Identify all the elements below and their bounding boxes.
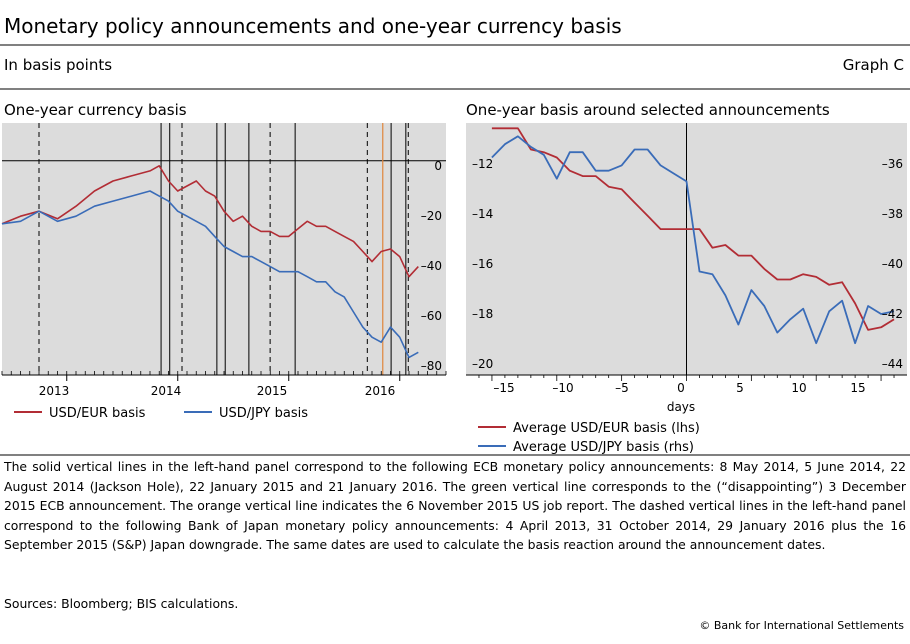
left-chart — [1, 123, 447, 381]
right-y-right-tick: –40 — [882, 257, 903, 271]
left-x-tick: 2013 — [39, 384, 70, 398]
left-x-tick: 2016 — [365, 384, 396, 398]
left-x-tick: 2014 — [151, 384, 182, 398]
page-title: Monetary policy announcements and one-ye… — [4, 14, 622, 38]
left-y-tick: –20 — [421, 209, 442, 223]
right-y-left-tick: –12 — [472, 157, 493, 171]
right-y-right-tick: –38 — [882, 207, 903, 221]
right-y-right-tick: –44 — [882, 357, 903, 371]
left-y-tick: –60 — [421, 309, 442, 323]
left-y-tick: –40 — [421, 259, 442, 273]
right-y-left-tick: –18 — [472, 307, 493, 321]
right-panel-title: One-year basis around selected announcem… — [466, 101, 830, 119]
copyright: © Bank for International Settlements — [699, 619, 904, 632]
right-x-tick: –5 — [615, 381, 629, 395]
right-x-tick: 10 — [791, 381, 806, 395]
left-x-tick: 2015 — [257, 384, 288, 398]
usd-jpy-basis-line — [1, 190, 419, 359]
left-plot-area — [2, 123, 446, 375]
units-label: In basis points — [4, 56, 113, 74]
legend-label-avg-jpy: Average USD/JPY basis (rhs) — [513, 440, 694, 455]
avg-usd-jpy-line — [491, 135, 895, 345]
right-x-tick: –10 — [552, 381, 573, 395]
left-panel-title: One-year currency basis — [4, 101, 187, 119]
right-x-axis-label: days — [667, 400, 695, 414]
right-y-left-tick: –16 — [472, 257, 493, 271]
legend-label-avg-eur: Average USD/EUR basis (lhs) — [513, 421, 700, 436]
usd-eur-basis-line — [1, 165, 419, 278]
sources: Sources: Bloomberg; BIS calculations. — [4, 596, 239, 611]
right-y-right-tick: –36 — [882, 157, 903, 171]
footnote: The solid vertical lines in the left-han… — [4, 459, 906, 553]
graph-label: Graph C — [842, 56, 904, 74]
left-y-tick: –80 — [421, 359, 442, 373]
right-y-right-tick: –42 — [882, 307, 903, 321]
right-x-tick: –15 — [493, 381, 514, 395]
left-y-tick: 0 — [434, 159, 442, 173]
legend-label-eur: USD/EUR basis — [49, 406, 146, 421]
right-y-left-tick: –20 — [472, 357, 493, 371]
right-x-tick: 5 — [736, 381, 744, 395]
right-chart — [466, 123, 907, 381]
right-x-tick: 15 — [850, 381, 865, 395]
right-y-left-tick: –14 — [472, 207, 493, 221]
right-x-tick: 0 — [677, 381, 685, 395]
legend-label-jpy: USD/JPY basis — [219, 406, 308, 421]
